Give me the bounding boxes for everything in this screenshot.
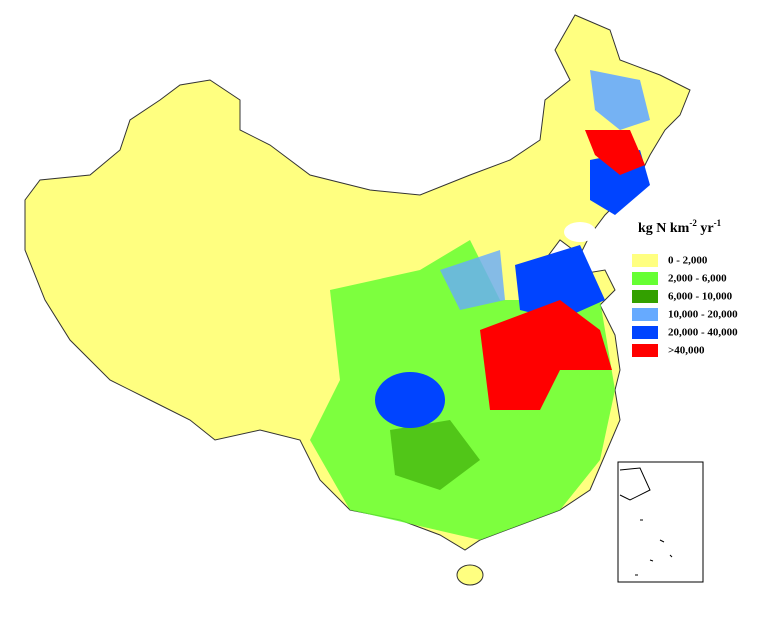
legend: 0 - 2,000 2,000 - 6,000 6,000 - 10,000 10,0… (632, 254, 738, 357)
legend-label: 6,000 - 10,000 (668, 291, 733, 303)
legend-title-text: yr (697, 221, 714, 236)
legend-label: 10,000 - 20,000 (668, 309, 738, 321)
inset-coast (619, 467, 651, 501)
legend-label: 0 - 2,000 (668, 255, 708, 267)
legend-title-exponent: -2 (689, 218, 697, 228)
legend-swatch (632, 326, 658, 339)
red-region (585, 130, 645, 175)
legend-label: >40,000 (668, 345, 705, 357)
hainan-island (456, 564, 484, 586)
legend-swatch (632, 290, 658, 303)
inset-islands (635, 519, 673, 576)
china-map (24, 14, 691, 586)
darkgreen-region (390, 420, 480, 490)
legend-swatch (632, 254, 658, 267)
blue-region (375, 372, 445, 428)
lightblue-region (590, 70, 650, 130)
legend-swatch (632, 272, 658, 285)
legend-swatch (632, 308, 658, 321)
inset (617, 461, 704, 583)
bohai-sea (564, 222, 596, 242)
legend-swatch (632, 344, 658, 357)
legend-label: 2,000 - 6,000 (668, 273, 727, 285)
blue-region (515, 245, 605, 320)
red-region (480, 300, 612, 410)
legend-title-exponent: -1 (714, 218, 722, 228)
inset-frame (617, 461, 704, 583)
legend-title-text: kg N km (638, 221, 690, 236)
legend-label: 20,000 - 40,000 (668, 327, 738, 339)
legend-title: kg N km-2 yr-1 (638, 218, 722, 236)
lightblue-region (440, 250, 505, 310)
